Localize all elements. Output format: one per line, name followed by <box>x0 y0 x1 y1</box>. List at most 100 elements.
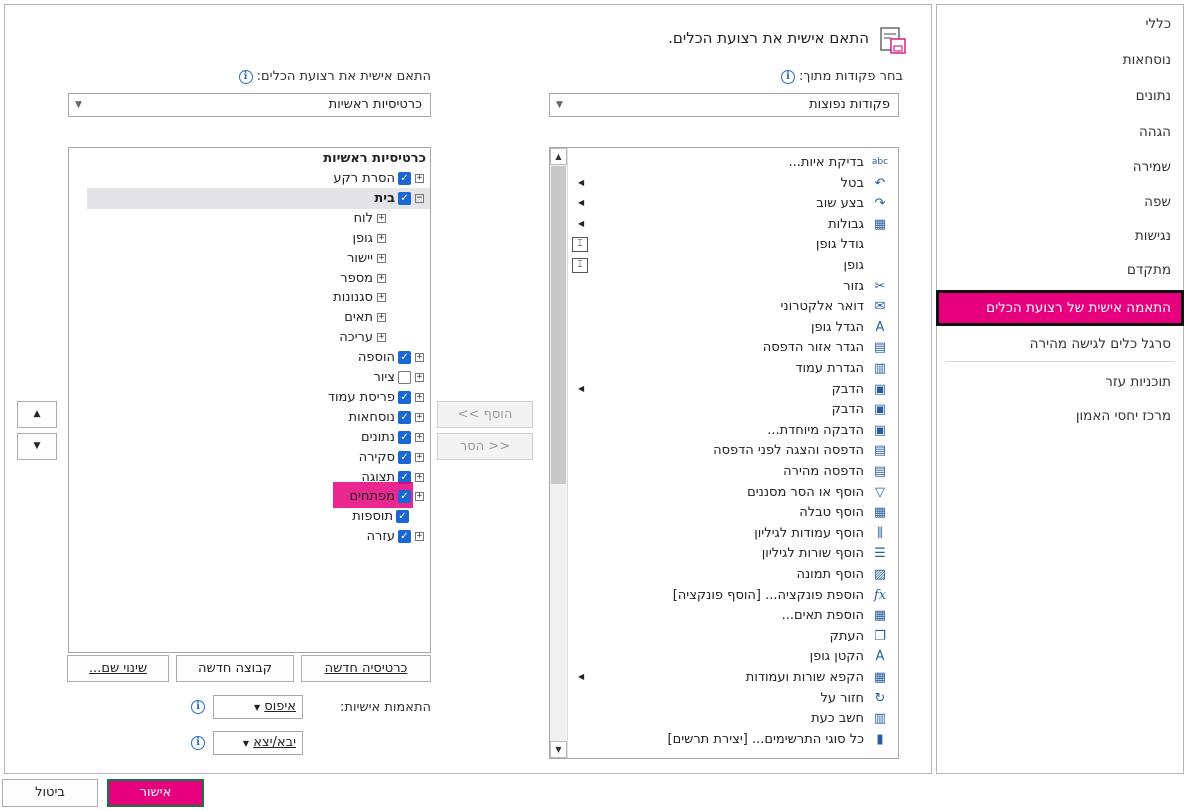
expand-icon[interactable]: + <box>415 431 424 442</box>
tree-node[interactable]: + תאים <box>344 307 386 328</box>
tree-node[interactable]: + עריכה <box>339 327 386 348</box>
command-item[interactable]: ▥ חשב כעת <box>811 708 886 729</box>
cancel-button[interactable]: ביטול <box>2 779 98 807</box>
expand-icon[interactable]: + <box>415 491 424 502</box>
sidebar-item-10[interactable]: תוכניות עזר <box>1105 374 1171 390</box>
import-export-dropdown[interactable]: יבא/יצא ▼ <box>213 731 303 755</box>
new-group-button[interactable]: קבוצה חדשה <box>176 655 294 682</box>
tab-checkbox[interactable]: ✓ <box>398 172 411 185</box>
move-up-button[interactable]: ▲ <box>17 401 57 428</box>
customize-ribbon-dropdown[interactable]: כרטיסיות ראשיות ▼ <box>68 93 431 117</box>
command-item[interactable]: ▤ הדפסה והצגה לפני הדפסה <box>713 440 886 461</box>
tab-checkbox[interactable]: ✓ <box>398 390 411 404</box>
tab-checkbox[interactable]: ✓ <box>398 470 411 484</box>
command-item[interactable]: ↶ בטל <box>841 173 886 194</box>
scroll-down-button[interactable]: ▼ <box>550 741 567 758</box>
command-item[interactable]: ▣ הדבק <box>832 379 886 400</box>
info-icon[interactable]: i <box>238 69 253 84</box>
expand-icon[interactable]: + <box>377 272 386 283</box>
command-item[interactable]: ▦ גבולות <box>828 214 886 235</box>
tab-checkbox[interactable]: ✓ <box>396 510 409 524</box>
expand-icon[interactable]: + <box>377 292 386 303</box>
sidebar-item-11[interactable]: מרכז יחסי האמון <box>1075 408 1171 424</box>
sidebar-item-2[interactable]: נתונים <box>1135 88 1171 104</box>
move-down-button[interactable]: ▼ <box>17 433 57 460</box>
expand-icon[interactable]: + <box>415 372 424 382</box>
expand-icon[interactable]: + <box>415 352 424 363</box>
expand-icon[interactable]: + <box>415 471 424 482</box>
command-item[interactable]: ▣ הדבק <box>832 399 886 420</box>
command-item[interactable]: ↷ בצע שוב <box>816 193 885 214</box>
command-item[interactable]: ▦ הקפא שורות ועמודות <box>746 667 886 688</box>
command-item[interactable]: ▦ הוסף טבלה <box>799 502 886 523</box>
sidebar-item-4[interactable]: שמירה <box>1132 159 1171 175</box>
expand-icon[interactable]: + <box>415 451 424 462</box>
tab-checkbox[interactable]: ✓ <box>398 450 411 464</box>
expand-icon[interactable]: + <box>377 332 386 343</box>
tree-node[interactable]: + ✓סקירה <box>359 447 424 468</box>
sidebar-item-3[interactable]: הגהה <box>1138 124 1171 140</box>
command-item[interactable]: ▥ הגדרת עמוד <box>795 358 886 379</box>
command-item[interactable]: ✉ דואר אלקטרוני <box>780 296 885 317</box>
expand-icon[interactable]: + <box>377 312 386 323</box>
command-item[interactable]: ⫼ הוסף עמודות לגיליון <box>754 523 883 544</box>
expand-icon[interactable]: + <box>377 212 386 223</box>
command-item[interactable]: A הקטן גופן <box>810 646 885 667</box>
command-item[interactable]: ▽ הוסף או הסר מסננים <box>747 482 885 503</box>
command-item[interactable]: ▤ הדפסה מהירה <box>783 461 886 482</box>
command-item[interactable]: abc בדיקת איות... <box>789 152 889 173</box>
command-item[interactable]: ↻ חזור על <box>820 688 885 709</box>
tree-node[interactable]: + ✓הסרת רקע <box>333 168 424 189</box>
tree-node[interactable]: + מספר <box>340 268 386 289</box>
tree-node[interactable]: + סגנונות <box>333 287 386 308</box>
tab-checkbox[interactable] <box>398 371 411 384</box>
tree-node[interactable]: + ✓נתונים <box>361 427 424 448</box>
commands-scrollbar[interactable]: ▲ ▼ <box>550 148 568 758</box>
tree-node[interactable]: −✓בית <box>87 187 430 209</box>
expand-icon[interactable]: + <box>415 391 424 402</box>
expand-icon[interactable]: + <box>377 252 386 263</box>
tree-node[interactable]: + ✓תצוגה <box>361 467 424 488</box>
sidebar-item-7[interactable]: מתקדם <box>1127 262 1171 278</box>
info-icon[interactable]: i <box>191 700 205 714</box>
expand-icon[interactable]: + <box>377 232 386 243</box>
rename-button[interactable]: שינוי שם... <box>67 655 169 682</box>
command-item[interactable]: ▨ הוסף תמונה <box>796 564 886 585</box>
tree-node[interactable]: + ציור <box>374 367 424 388</box>
ribbon-tree[interactable]: כרטיסיות ראשיות +✓הסרת רקע −✓בית +לוח +גופן… <box>68 147 431 653</box>
sidebar-item-8[interactable]: התאמה אישית של רצועת הכלים <box>936 290 1184 326</box>
sidebar-item-9[interactable]: סרגל כלים לגישה מהירה <box>1029 336 1171 352</box>
tree-node[interactable]: + ✓מפתחים <box>333 482 424 509</box>
expand-icon[interactable]: + <box>415 173 424 183</box>
command-item[interactable]: ☰ הוסף שורות לגיליון <box>762 543 886 564</box>
expand-icon[interactable]: + <box>415 531 424 542</box>
new-tab-button[interactable]: כרטיסיה חדשה <box>301 655 431 682</box>
info-icon[interactable]: i <box>191 736 205 750</box>
command-item[interactable]: ▣ הדבקה מיוחדת... <box>767 420 886 441</box>
tree-node[interactable]: + ✓הוספה <box>358 347 424 368</box>
scroll-thumb[interactable] <box>551 166 566 484</box>
sidebar-item-1[interactable]: נוסחאות <box>1122 52 1171 68</box>
tab-checkbox[interactable]: ✓ <box>398 430 411 444</box>
reset-dropdown[interactable]: איפוס ▼ <box>213 695 303 719</box>
scroll-up-button[interactable]: ▲ <box>550 148 567 165</box>
tree-node[interactable]: + ✓נוסחאות <box>349 407 424 428</box>
add-button[interactable]: הוסף >> <box>437 401 533 428</box>
ok-button[interactable]: אישור <box>107 779 204 807</box>
sidebar-item-5[interactable]: שפה <box>1144 194 1171 210</box>
sidebar-item-6[interactable]: נגישות <box>1134 228 1171 244</box>
command-item[interactable]: ▦ הוספת תאים... <box>782 605 887 626</box>
command-item[interactable]: ❐ העתק <box>830 626 886 647</box>
tab-checkbox[interactable]: ✓ <box>398 410 411 424</box>
command-item[interactable]: fx הוספת פונקציה... [הוסף פונקציה] <box>673 585 886 606</box>
choose-commands-dropdown[interactable]: פקודות נפוצות ▼ <box>549 93 899 117</box>
expand-icon[interactable]: + <box>415 411 424 422</box>
command-item[interactable]: גודל גופן <box>816 234 864 255</box>
sidebar-item-0[interactable]: כללי <box>1145 16 1171 32</box>
tab-checkbox[interactable]: ✓ <box>398 191 411 205</box>
tree-node[interactable]: + גופן <box>352 228 386 249</box>
tree-node[interactable]: + לוח <box>354 208 386 229</box>
command-item[interactable]: A הגדל גופן <box>811 317 884 338</box>
tree-node[interactable]: + ✓עזרה <box>367 526 424 547</box>
tree-node[interactable]: + יישור <box>347 248 386 269</box>
